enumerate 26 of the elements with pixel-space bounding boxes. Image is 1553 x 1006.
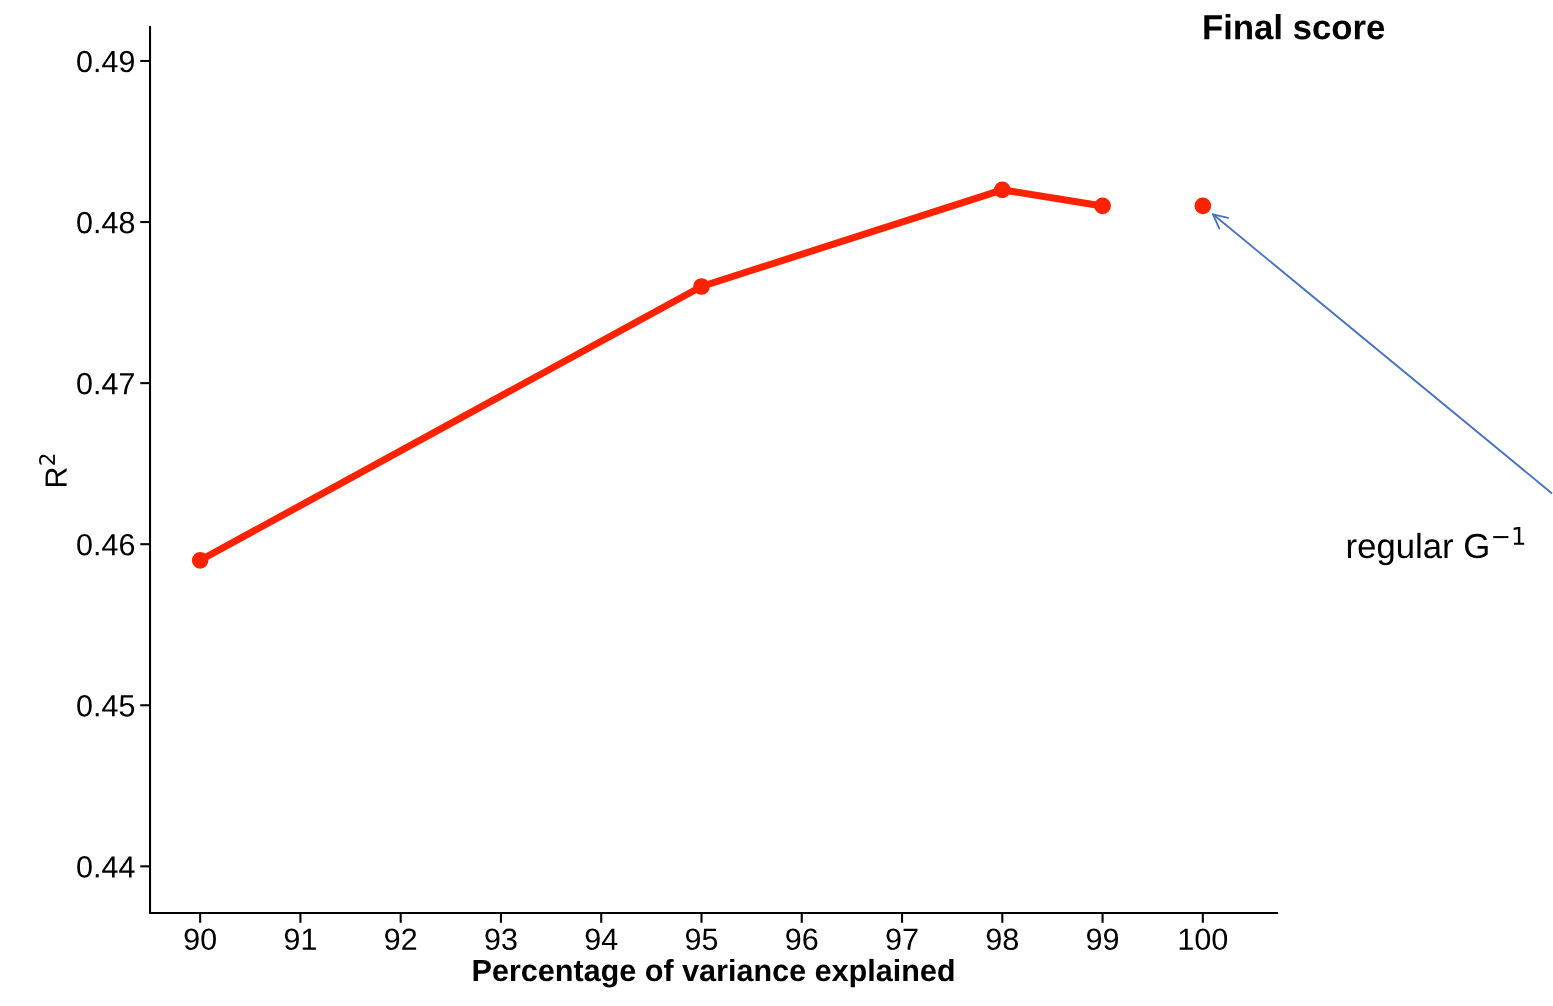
x-tick-label: 96 — [786, 928, 818, 951]
point — [993, 181, 1011, 199]
chart-title: Final score — [1204, 14, 1385, 40]
x-tick-label: 97 — [886, 928, 918, 951]
x-tick-label: 100 — [1179, 928, 1228, 951]
x-tick-label: 90 — [184, 928, 216, 951]
y-tick-label: 0.46 — [77, 533, 135, 556]
x-tick-label: 93 — [485, 928, 517, 951]
x-tick-label: 95 — [685, 928, 718, 951]
x-tick-label: 98 — [986, 928, 1018, 951]
y-tick-label: 0.49 — [77, 50, 134, 73]
text: regular G$^{−1}$ — [1347, 526, 1525, 566]
x-tick-label: 91 — [284, 928, 316, 951]
point — [191, 551, 209, 569]
x-tick-label: 99 — [1087, 928, 1119, 951]
x-tick-label: 94 — [585, 928, 618, 951]
point — [1194, 197, 1212, 215]
x-axis-title: Percentage of variance explained — [473, 958, 954, 988]
y-tick-label: 0.47 — [77, 372, 134, 395]
x-tick-label: 92 — [385, 928, 417, 951]
y-axis-title: R$^{2}$ — [39, 454, 67, 487]
point — [693, 278, 710, 295]
y-tick-label: 0.45 — [77, 695, 135, 717]
y-tick-label: 0.48 — [77, 211, 135, 234]
y-tick-label: 0.44 — [77, 856, 135, 878]
point — [1094, 197, 1111, 215]
